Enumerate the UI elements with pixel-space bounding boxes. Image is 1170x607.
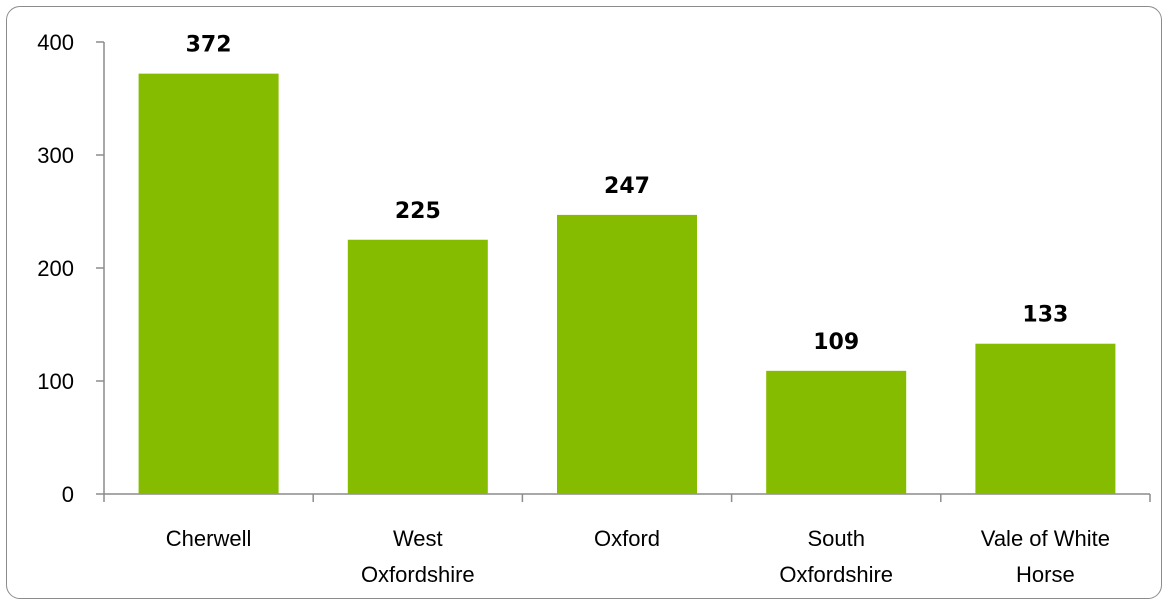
- bar: [766, 370, 907, 494]
- y-tick-label: 400: [37, 30, 74, 55]
- category-label: Vale of White: [981, 526, 1110, 551]
- data-labels: 372 225 247 109 133: [186, 33, 1069, 355]
- category-label: Horse: [1016, 562, 1075, 587]
- x-axis: [103, 493, 1151, 502]
- category-label: Oxfordshire: [779, 562, 893, 587]
- y-axis: 0 100 200 300 400: [37, 30, 105, 507]
- bar: [557, 214, 697, 494]
- category-label: South: [807, 526, 865, 551]
- y-tick-label: 0: [62, 482, 74, 507]
- data-label: 109: [813, 330, 859, 355]
- category-label: Cherwell: [166, 526, 252, 551]
- category-label: Oxford: [594, 526, 660, 551]
- bar: [347, 239, 488, 494]
- category-labels: Cherwell West Oxfordshire Oxford South Oxford…: [166, 526, 1110, 587]
- category-label: Oxfordshire: [361, 562, 475, 587]
- bar: [975, 343, 1116, 494]
- data-label: 247: [604, 174, 650, 199]
- bars: [138, 73, 1116, 494]
- bar: [138, 73, 279, 494]
- data-label: 225: [395, 199, 441, 224]
- data-label: 133: [1022, 303, 1068, 328]
- y-tick-label: 300: [37, 143, 74, 168]
- data-label: 372: [186, 33, 232, 58]
- y-tick-label: 100: [37, 369, 74, 394]
- y-tick-label: 200: [37, 256, 74, 281]
- category-label: West: [393, 526, 443, 551]
